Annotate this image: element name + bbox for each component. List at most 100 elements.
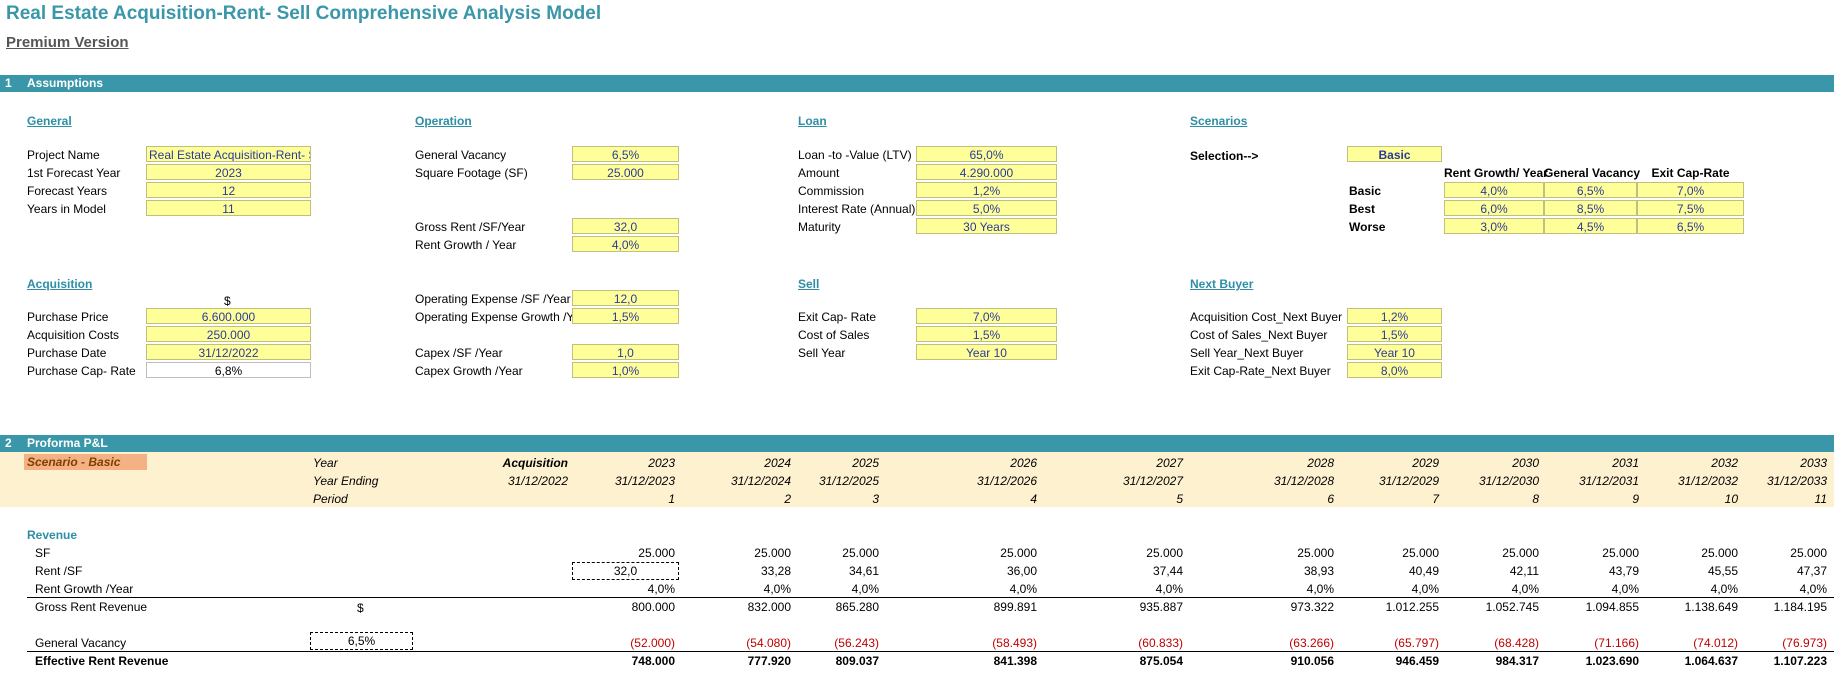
operation-value-4[interactable]: 12,0 — [572, 290, 679, 306]
loan-value-1[interactable]: 4.290.000 — [916, 164, 1057, 180]
period-cell-10: 11 — [1814, 492, 1827, 506]
vacancy-rate-cell[interactable]: 6,5% — [310, 632, 413, 650]
operation-value-6[interactable]: 1,0 — [572, 344, 679, 360]
rent-growth-cell-7: 4,0% — [1511, 582, 1539, 596]
acquisition-label-3: Purchase Cap- Rate — [27, 364, 136, 378]
year-ending-cell-10: 31/12/2033 — [1766, 474, 1827, 488]
scenario-col-head-1: General Vacancy — [1544, 166, 1641, 180]
scenario-cell-0-1[interactable]: 6,5% — [1544, 182, 1637, 198]
operation-label-6: Capex /SF /Year — [415, 346, 503, 360]
loan-label-4: Maturity — [798, 220, 841, 234]
scenario-cell-2-1[interactable]: 4,5% — [1544, 218, 1637, 234]
vacancy-cell-10: (76.973) — [1782, 636, 1827, 650]
loan-value-0[interactable]: 65,0% — [916, 146, 1057, 162]
acquisition-label-2: Purchase Date — [27, 346, 107, 360]
year-ending-cell-8: 31/12/2031 — [1578, 474, 1639, 488]
sf-cell-3: 25.000 — [1000, 546, 1037, 560]
acquisition-value-1[interactable]: 250.000 — [146, 326, 311, 342]
general-value-2[interactable]: 12 — [146, 182, 311, 198]
gross-rent-cell-1: 832.000 — [747, 600, 791, 614]
sf-cell-7: 25.000 — [1502, 546, 1539, 560]
year-ending-cell-9: 31/12/2032 — [1677, 474, 1738, 488]
vacancy-cell-3: (58.493) — [992, 636, 1037, 650]
acquisition-heading: Acquisition — [27, 277, 93, 291]
acquisition-value-2[interactable]: 31/12/2022 — [146, 344, 311, 360]
general-value-3[interactable]: 11 — [146, 200, 311, 216]
gross-rent-cell-10: 1.184.195 — [1773, 600, 1827, 614]
scenario-row-name-0: Basic — [1349, 184, 1382, 198]
year-ending-cell-5: 31/12/2028 — [1273, 474, 1334, 488]
next_buyer-label-3: Exit Cap-Rate_Next Buyer — [1190, 364, 1331, 378]
gross-rent-cell-3: 899.891 — [993, 600, 1037, 614]
loan-value-2[interactable]: 1,2% — [916, 182, 1057, 198]
sf-label: SF — [35, 546, 51, 560]
scenario-cell-2-0[interactable]: 3,0% — [1444, 218, 1544, 234]
effective-rent-cell-0: 748.000 — [631, 654, 675, 668]
sell-value-0[interactable]: 7,0% — [916, 308, 1057, 324]
gross-rent-cell-7: 1.052.745 — [1485, 600, 1539, 614]
general-value-1[interactable]: 2023 — [146, 164, 311, 180]
period-cell-6: 7 — [1432, 492, 1439, 506]
scenario-row-name-1: Best — [1349, 202, 1376, 216]
scenario-cell-0-2[interactable]: 7,0% — [1637, 182, 1744, 198]
loan-value-4[interactable]: 30 Years — [916, 218, 1057, 234]
year-ending-cell-6: 31/12/2029 — [1378, 474, 1439, 488]
next_buyer-label-2: Sell Year_Next Buyer — [1190, 346, 1304, 360]
acquisition-value-3[interactable]: 6,8% — [146, 362, 311, 378]
loan-value-3[interactable]: 5,0% — [916, 200, 1057, 216]
next_buyer-value-2[interactable]: Year 10 — [1347, 344, 1442, 360]
general-value-0[interactable]: Real Estate Acquisition-Rent- Sell — [146, 146, 311, 162]
scenario-col-head-2: Exit Cap-Rate — [1651, 166, 1730, 180]
operation-value-7[interactable]: 1,0% — [572, 362, 679, 378]
rent-growth-cell-10: 4,0% — [1799, 582, 1827, 596]
sell-value-1[interactable]: 1,5% — [916, 326, 1057, 342]
gross-rent-cell-2: 865.280 — [835, 600, 879, 614]
rent-sf-cell-4: 37,44 — [1152, 564, 1183, 578]
rent-sf-cell-2: 34,61 — [848, 564, 879, 578]
general-heading: General — [27, 114, 72, 128]
period-cell-4: 5 — [1176, 492, 1183, 506]
section-assumptions-band: 1 Assumptions — [0, 75, 1834, 92]
year-cell-8: 2031 — [1612, 456, 1639, 470]
next_buyer-value-3[interactable]: 8,0% — [1347, 362, 1442, 378]
rent-growth-cell-6: 4,0% — [1411, 582, 1439, 596]
acquisition-currency: $ — [224, 294, 231, 308]
operation-value-2[interactable]: 32,0 — [572, 218, 679, 234]
period-cell-8: 9 — [1632, 492, 1639, 506]
next_buyer-value-0[interactable]: 1,2% — [1347, 308, 1442, 324]
rent-growth-label: Rent Growth /Year — [35, 582, 134, 596]
scenario-cell-2-2[interactable]: 6,5% — [1637, 218, 1744, 234]
general-label-2: Forecast Years — [27, 184, 108, 198]
operation-value-5[interactable]: 1,5% — [572, 308, 679, 324]
scenario-cell-1-1[interactable]: 8,5% — [1544, 200, 1637, 216]
scenario-cell-0-0[interactable]: 4,0% — [1444, 182, 1544, 198]
year-cell-5: 2028 — [1307, 456, 1334, 470]
rent-growth-cell-5: 4,0% — [1306, 582, 1334, 596]
period-cell-3: 4 — [1030, 492, 1037, 506]
period-cell-0: 1 — [668, 492, 675, 506]
vacancy-cell-1: (54.080) — [746, 636, 791, 650]
scenario-cell-1-2[interactable]: 7,5% — [1637, 200, 1744, 216]
sf-cell-1: 25.000 — [754, 546, 791, 560]
gross-rent-cell-4: 935.887 — [1139, 600, 1183, 614]
rent-growth-cell-8: 4,0% — [1611, 582, 1639, 596]
operation-value-1[interactable]: 25.000 — [572, 164, 679, 180]
operation-value-3[interactable]: 4,0% — [572, 236, 679, 252]
section-title: Proforma P&L — [27, 436, 108, 450]
operation-label-0: General Vacancy — [415, 148, 507, 162]
acquisition-value-0[interactable]: 6.600.000 — [146, 308, 311, 324]
acquisition-label-1: Acquisition Costs — [27, 328, 120, 342]
effective-rent-cell-3: 841.398 — [993, 654, 1037, 668]
scenario-selection-cell[interactable]: Basic — [1347, 146, 1442, 162]
year-cell-7: 2030 — [1512, 456, 1539, 470]
next_buyer-value-1[interactable]: 1,5% — [1347, 326, 1442, 342]
rent-sf-cell-1: 33,28 — [760, 564, 791, 578]
scenario-cell-1-0[interactable]: 6,0% — [1444, 200, 1544, 216]
sell-value-2[interactable]: Year 10 — [916, 344, 1057, 360]
section-title: Assumptions — [27, 76, 104, 90]
rent-sf-cell-0[interactable]: 32,0 — [572, 562, 679, 580]
effective-rent-cell-5: 910.056 — [1290, 654, 1334, 668]
operation-value-0[interactable]: 6,5% — [572, 146, 679, 162]
effective-rent-cell-2: 809.037 — [835, 654, 879, 668]
section-number: 2 — [5, 436, 12, 450]
